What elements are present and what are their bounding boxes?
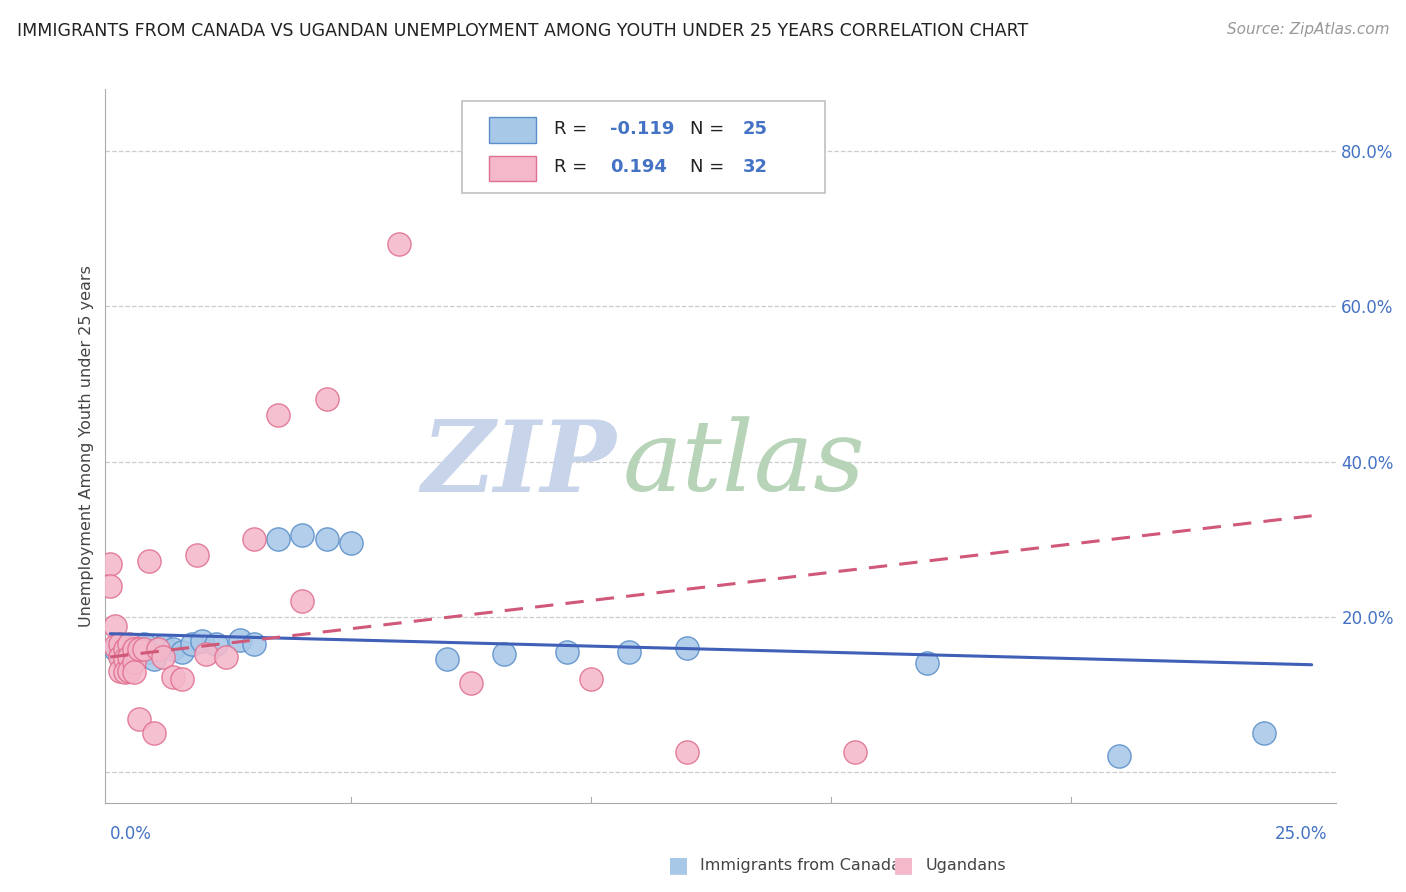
Text: atlas: atlas [621,417,865,511]
Point [315,392,337,407]
Point [915,656,938,670]
Point [138,554,160,568]
Point [1253,726,1275,740]
Point [172,644,194,658]
Point [108,637,131,651]
Point [229,632,252,647]
Point [118,650,141,665]
Text: 25.0%: 25.0% [1275,825,1327,843]
Text: IMMIGRANTS FROM CANADA VS UGANDAN UNEMPLOYMENT AMONG YOUTH UNDER 25 YEARS CORREL: IMMIGRANTS FROM CANADA VS UGANDAN UNEMPL… [17,22,1028,40]
Point [98,557,121,571]
Point [619,644,641,658]
Point [387,237,409,252]
FancyBboxPatch shape [463,102,825,193]
Point [181,637,204,651]
Point [339,536,361,550]
Point [1108,749,1130,764]
Point [108,647,131,661]
Point [460,675,482,690]
Point [243,532,266,546]
Point [132,642,155,657]
Text: ■: ■ [893,855,914,875]
Point [152,639,174,653]
Point [142,726,165,740]
Point [118,650,141,665]
Point [436,652,458,666]
Point [124,642,146,657]
Point [124,655,146,669]
Point [128,712,150,726]
Point [142,652,165,666]
Point [104,639,127,653]
Point [676,745,699,759]
Point [267,532,290,546]
Point [118,637,141,651]
Point [291,594,314,608]
Point [128,640,150,655]
Point [205,637,228,651]
Point [124,665,146,680]
Point [315,532,337,546]
Point [267,408,290,422]
Point [243,637,266,651]
Point [162,642,184,657]
Point [132,637,155,651]
Point [186,548,208,562]
Point [118,664,141,678]
Point [128,642,150,657]
Text: 0.0%: 0.0% [110,825,152,843]
Point [291,528,314,542]
Point [98,579,121,593]
Point [104,619,127,633]
Bar [489,156,536,181]
Point [138,644,160,658]
Point [579,672,602,686]
Point [114,652,136,666]
Text: Ugandans: Ugandans [925,858,1005,872]
Text: ■: ■ [668,855,689,875]
Point [104,642,127,657]
Text: 25: 25 [742,120,768,137]
Text: R =: R = [554,120,588,137]
Point [114,665,136,680]
Point [494,647,516,661]
Text: -0.119: -0.119 [610,120,675,137]
Point [676,640,699,655]
Point [114,642,136,657]
Point [172,672,194,686]
Text: N =: N = [690,158,724,176]
Text: 32: 32 [742,158,768,176]
Text: 0.194: 0.194 [610,158,666,176]
Point [555,644,578,658]
Point [844,745,866,759]
Point [195,647,218,661]
Point [114,639,136,653]
Bar [489,117,536,143]
Point [148,642,170,657]
Point [108,664,131,678]
Text: N =: N = [690,120,724,137]
Point [152,650,174,665]
Text: Immigrants from Canada: Immigrants from Canada [700,858,901,872]
Point [162,670,184,684]
Point [124,644,146,658]
Text: ZIP: ZIP [420,416,616,512]
Point [214,650,236,665]
Text: Source: ZipAtlas.com: Source: ZipAtlas.com [1226,22,1389,37]
Text: R =: R = [554,158,588,176]
Point [108,650,131,665]
Point [190,634,212,648]
Y-axis label: Unemployment Among Youth under 25 years: Unemployment Among Youth under 25 years [79,265,94,627]
